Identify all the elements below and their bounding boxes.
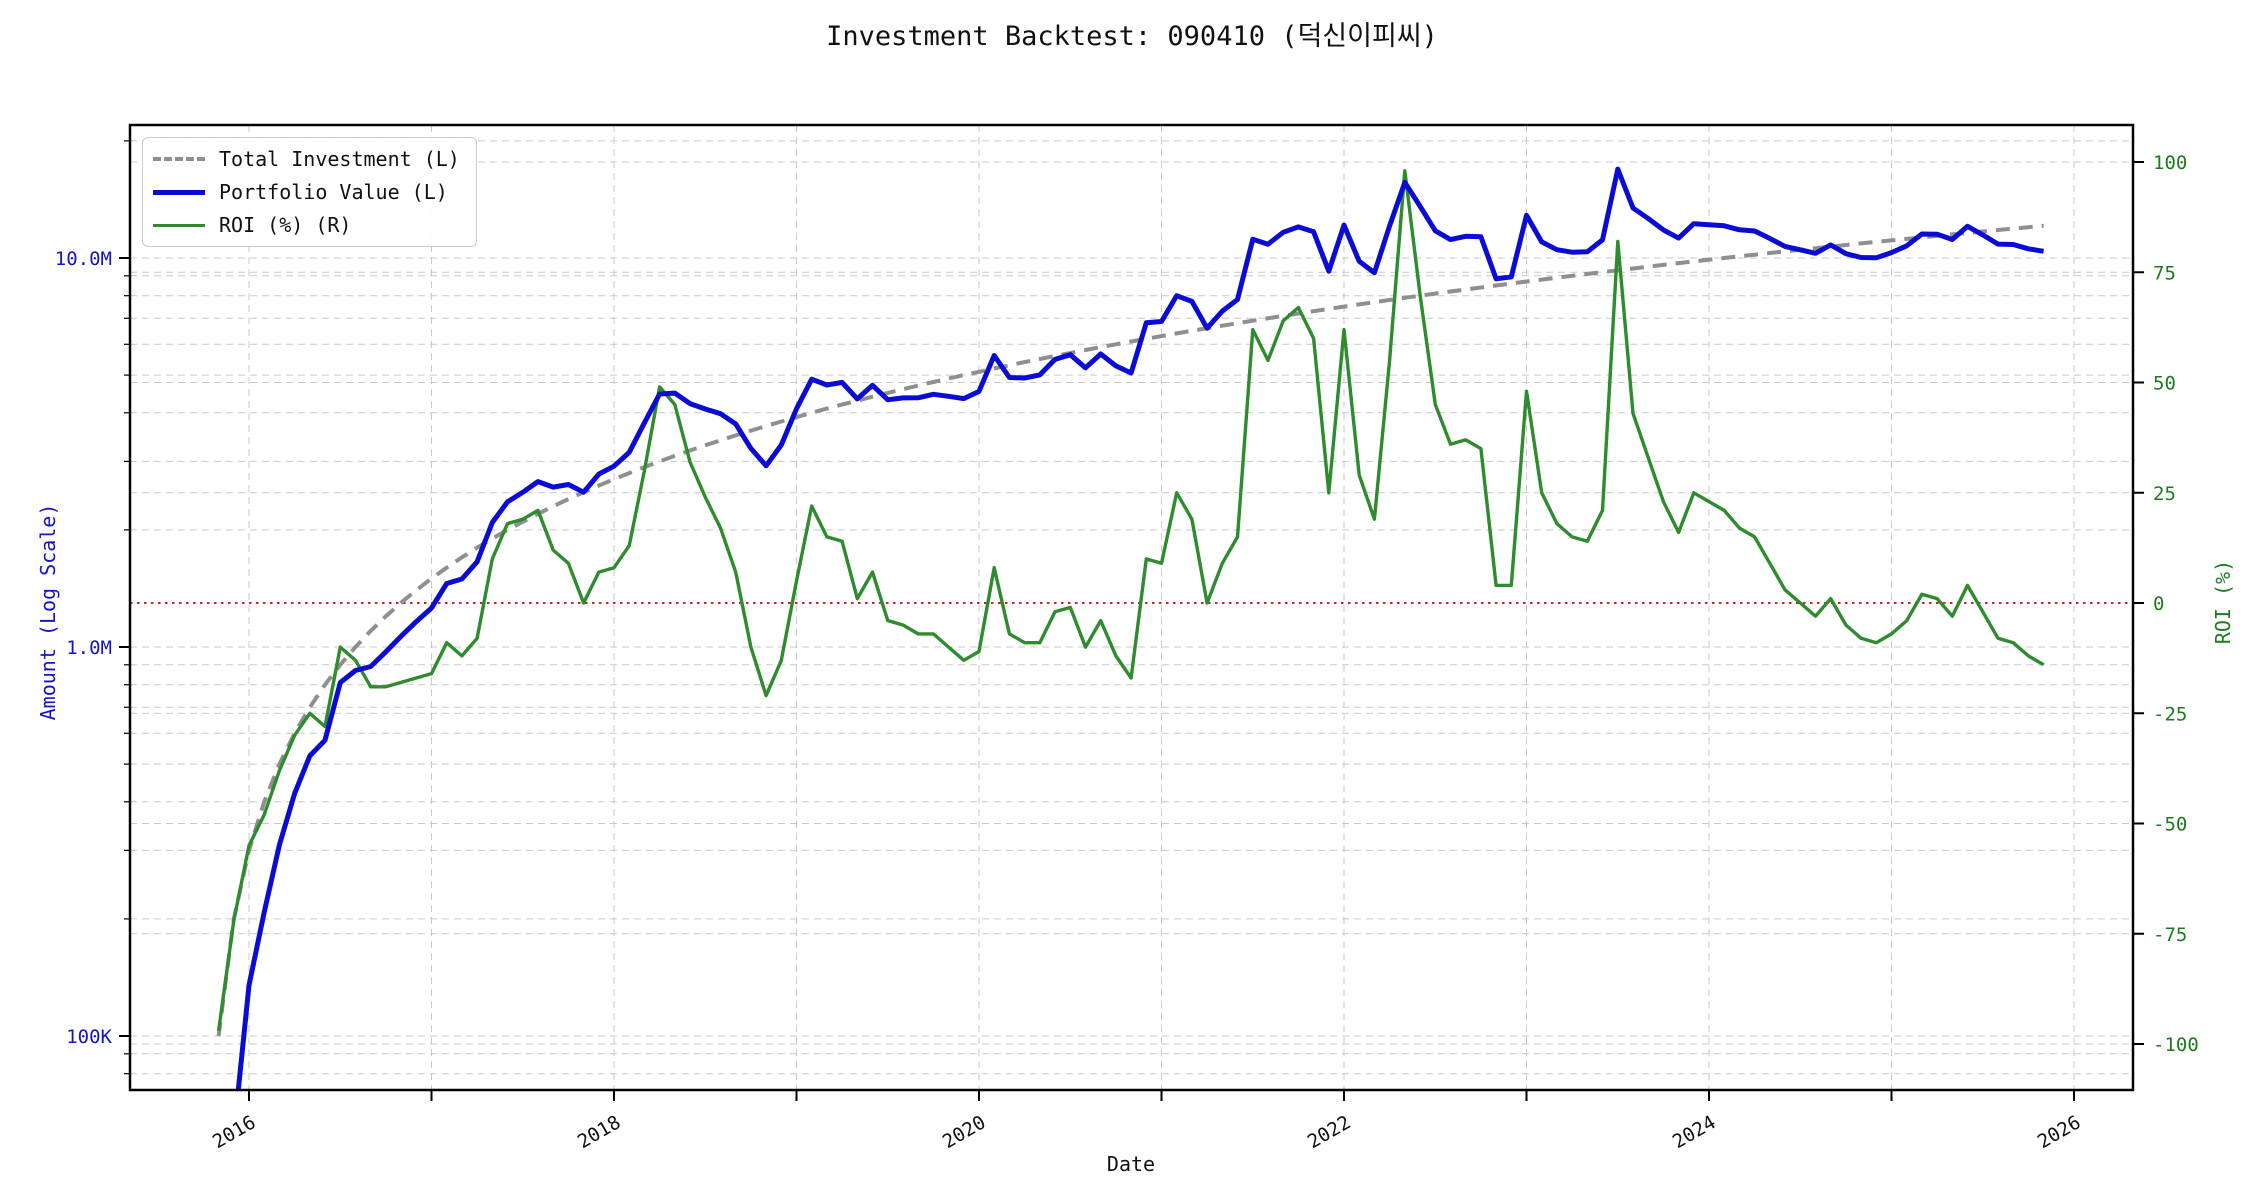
legend-item-roi: ROI (%) (R)	[153, 212, 460, 238]
portfolio-value-line	[235, 166, 2045, 1090]
tick-label-roi-75: 75	[2153, 262, 2176, 284]
legend-label-portfolio-value: Portfolio Value (L)	[219, 180, 448, 204]
y-axis-label-left: Amount (Log Scale)	[36, 503, 60, 721]
tick-label-amount-100K: 100K	[66, 1026, 112, 1048]
data-lines	[216, 166, 2045, 1090]
tick-label-roi-25: 25	[2153, 483, 2176, 505]
tick-label-year-2016: 2016	[209, 1111, 260, 1153]
tick-label-roi--75: -75	[2153, 924, 2187, 946]
tick-label-year-2024: 2024	[1669, 1111, 1720, 1153]
gridlines	[130, 125, 2133, 1090]
tick-label-roi-0: 0	[2153, 593, 2164, 615]
axis-tick-labels: 100K 1.0M 10.0M 100 75 50 25 0 -25 -50 -75 -100 2016…	[55, 152, 2199, 1153]
chart-title: Investment Backtest: 090410 (덕신이피씨)	[826, 21, 1438, 52]
y-axis-label-right: ROI (%)	[2211, 559, 2235, 645]
legend-item-total-investment: Total Investment (L)	[153, 146, 460, 172]
tick-label-roi-100: 100	[2153, 152, 2187, 174]
tick-label-amount-10.0M: 10.0M	[55, 248, 112, 270]
legend-label-roi: ROI (%) (R)	[219, 213, 352, 237]
legend-swatch-portfolio-value	[153, 189, 205, 195]
tick-label-roi--25: -25	[2153, 703, 2187, 725]
axis-ticks	[119, 140, 2144, 1101]
tick-label-year-2026: 2026	[2034, 1111, 2085, 1153]
tick-label-roi--100: -100	[2153, 1034, 2199, 1056]
x-axis-label: Date	[1106, 1152, 1156, 1176]
legend-swatch-roi	[153, 223, 205, 227]
legend-item-portfolio-value: Portfolio Value (L)	[153, 179, 460, 205]
tick-label-amount-1.0M: 1.0M	[66, 637, 112, 659]
plot-border	[128, 123, 2135, 1092]
legend: Total Investment (L) Portfolio Value (L)…	[142, 137, 477, 247]
tick-label-year-2022: 2022	[1304, 1111, 1355, 1153]
legend-label-total-investment: Total Investment (L)	[219, 147, 460, 171]
roi-line	[216, 169, 2045, 1032]
total-investment-line	[216, 223, 2044, 1037]
tick-label-roi--50: -50	[2153, 814, 2187, 836]
tick-label-roi-50: 50	[2153, 373, 2176, 395]
tick-label-year-2018: 2018	[574, 1111, 625, 1153]
tick-label-year-2020: 2020	[939, 1111, 990, 1153]
legend-swatch-total-investment	[153, 157, 205, 161]
